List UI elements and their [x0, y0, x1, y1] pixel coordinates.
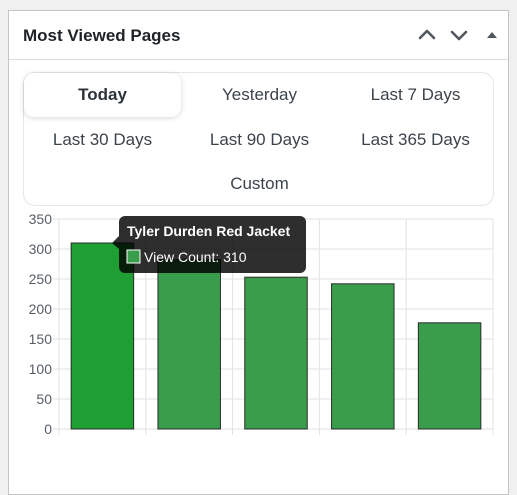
y-tick-label: 250: [29, 271, 53, 287]
tab-last-30-days[interactable]: Last 30 Days: [52, 130, 153, 149]
y-tick-label: 150: [29, 331, 53, 347]
views-bar-chart: 0 50 100 150 200 250 300 350 Tyler Durden Red Ja…: [29, 211, 494, 437]
tab-custom[interactable]: Custom: [230, 174, 289, 193]
bar[interactable]: [244, 276, 308, 430]
y-tick-label: 200: [29, 301, 53, 317]
bar[interactable]: [157, 259, 221, 430]
tooltip-title: Tyler Durden Red Jacket: [127, 223, 290, 239]
y-tick-label: 350: [29, 211, 53, 227]
date-range-tabs: Today Yesterday Last 7 Days Last 30 Days…: [23, 72, 494, 206]
chevron-down-icon[interactable]: [448, 24, 470, 46]
widget-title: Most Viewed Pages: [23, 26, 181, 45]
y-tick-label: 0: [44, 421, 52, 437]
triangle-up-icon[interactable]: [481, 24, 503, 46]
tooltip-value: View Count: 310: [144, 249, 247, 265]
tab-yesterday[interactable]: Yesterday: [222, 85, 297, 104]
tab-today[interactable]: Today: [24, 73, 181, 117]
tab-last-365-days[interactable]: Last 365 Days: [361, 130, 470, 149]
y-tick-label: 50: [36, 391, 52, 407]
chart-tooltip: [119, 216, 306, 273]
bar[interactable]: [331, 283, 395, 430]
y-tick-label: 300: [29, 241, 53, 257]
bar[interactable]: [417, 322, 482, 430]
bar[interactable]: [70, 242, 135, 430]
tab-last-90-days[interactable]: Last 90 Days: [209, 130, 310, 149]
chevron-up-icon[interactable]: [416, 24, 438, 46]
tab-last-7-days[interactable]: Last 7 Days: [370, 85, 461, 104]
tooltip-caret: [112, 236, 119, 249]
most-viewed-pages-widget: Most Viewed Pages Today Yesterday Last 7…: [8, 10, 509, 495]
tooltip-swatch: [126, 249, 141, 264]
widget-header: Most Viewed Pages: [9, 11, 508, 60]
y-tick-label: 100: [29, 361, 53, 377]
